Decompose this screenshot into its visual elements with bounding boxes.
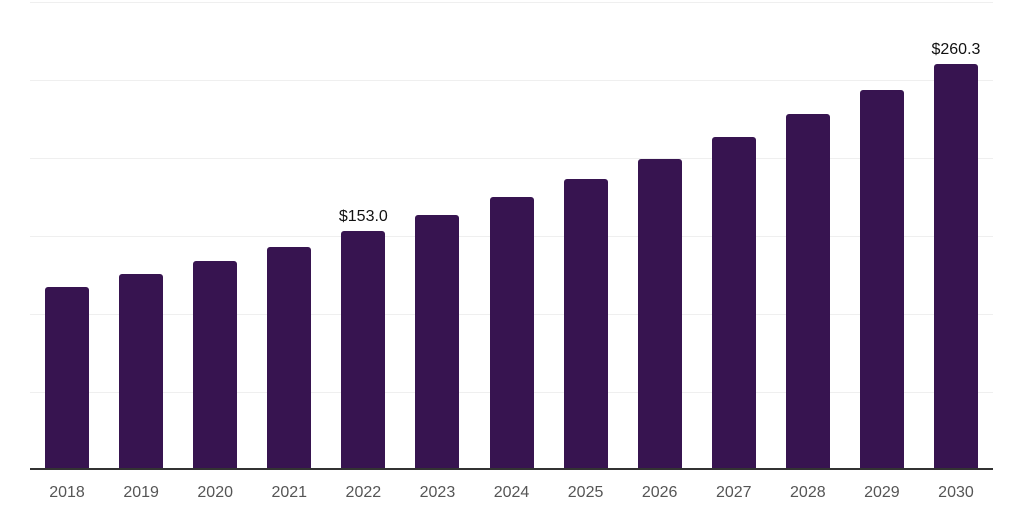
bar-2021 [267,246,312,470]
plot-area: $153.0 $260.3 [30,2,993,470]
bar-2030 [933,63,978,470]
bar-2020 [193,261,238,470]
bar-2018 [45,287,90,470]
x-tick-2026: 2026 [641,484,678,501]
bar-2026 [637,158,682,470]
x-tick-2025: 2025 [567,484,604,501]
bar-2029 [859,90,904,470]
bar-2027 [711,137,756,470]
x-tick-2027: 2027 [715,484,752,501]
x-tick-2022: 2022 [345,484,382,501]
x-tick-2030: 2030 [938,484,974,501]
x-tick-2024: 2024 [493,484,530,501]
x-axis: 2018 2019 2020 2021 2022 2023 2024 2025 2026 2027… [30,484,993,504]
value-label-2022: $153.0 [338,208,388,226]
grid-line-200 [30,158,993,159]
value-label-2030: $260.3 [931,40,981,58]
bar-2024 [489,197,534,470]
grid-line-300 [30,2,993,3]
x-tick-2020: 2020 [197,484,233,501]
bar-2028 [785,114,830,470]
bar-2025 [563,178,608,470]
x-tick-2029: 2029 [864,484,900,501]
x-tick-2023: 2023 [419,484,456,501]
x-tick-2028: 2028 [790,484,826,501]
bar-2019 [119,274,164,470]
grid-line-250 [30,80,993,81]
x-tick-2018: 2018 [49,484,85,501]
x-axis-line [30,468,993,470]
x-tick-2021: 2021 [271,484,308,501]
x-tick-2019: 2019 [123,484,159,501]
bar-2023 [415,214,460,470]
bar-2022 [341,231,386,470]
